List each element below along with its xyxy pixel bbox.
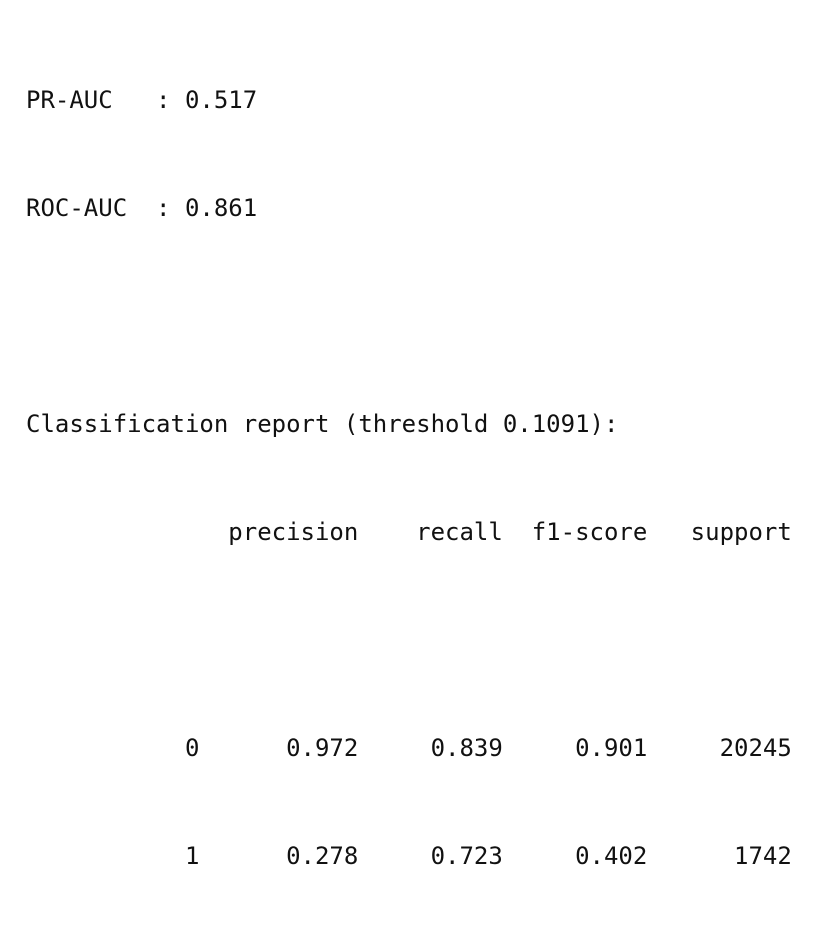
report-title-line: Classification report (threshold 0.1091)…	[26, 410, 619, 438]
report-header-line: precision recall f1-score support	[26, 518, 792, 546]
pr-auc-line: PR-AUC : 0.517	[26, 86, 258, 114]
roc-auc-line: ROC-AUC : 0.861	[26, 194, 258, 222]
console-output: PR-AUC : 0.517 ROC-AUC : 0.861 Classific…	[26, 10, 826, 944]
class-1-row: 1 0.278 0.723 0.402 1742	[26, 842, 792, 870]
blank-line	[26, 622, 826, 658]
blank-line	[26, 298, 826, 334]
class-0-row: 0 0.972 0.839 0.901 20245	[26, 734, 792, 762]
